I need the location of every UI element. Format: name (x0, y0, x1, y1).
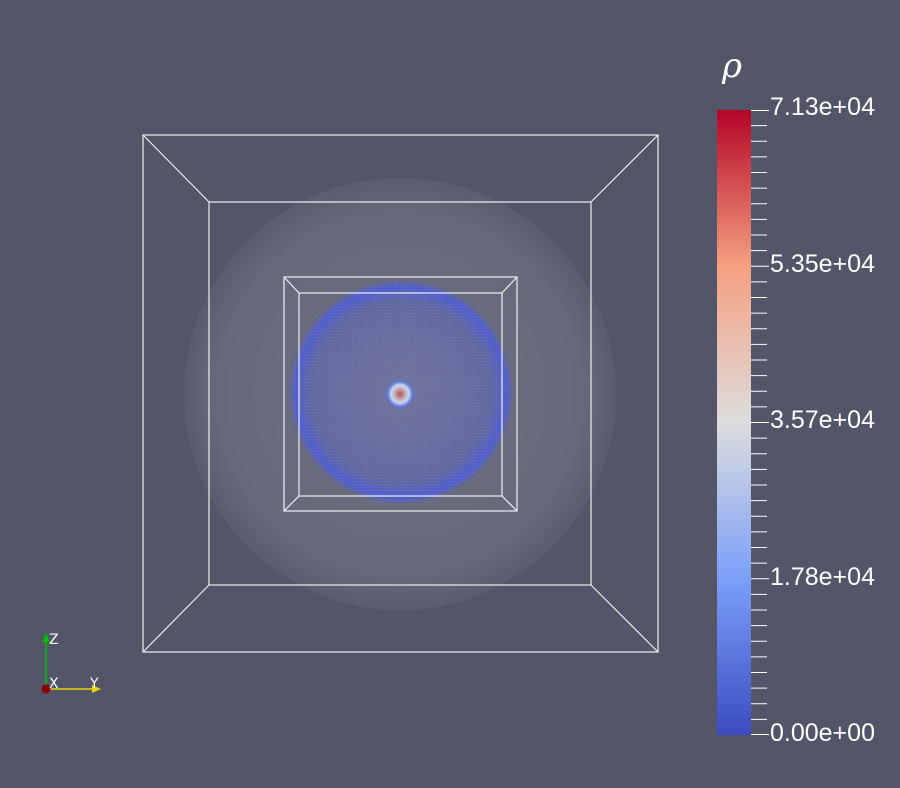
colorbar-label-min: 0.00e+00 (770, 719, 875, 747)
colorbar-label-25: 1.78e+04 (770, 563, 875, 591)
inner-bounding-box (283, 276, 518, 512)
y-axis-arrow (92, 685, 101, 693)
colorbar-ticks (751, 110, 769, 735)
density-core (385, 379, 415, 409)
axis-label-x: X (49, 676, 59, 692)
outer-bounding-box (142, 134, 659, 653)
colorbar-label-75: 5.35e+04 (770, 250, 875, 278)
colorbar-gradient (717, 110, 751, 735)
z-axis-arrow (42, 633, 50, 642)
colorbar-label-max: 7.13e+04 (770, 93, 875, 121)
x-axis-dot (41, 684, 51, 694)
colorbar-label-50: 3.57e+04 (770, 406, 875, 434)
axis-label-z: Z (49, 632, 59, 648)
colorbar-title: ρ (722, 46, 742, 86)
axis-label-y: Y (90, 676, 99, 692)
orientation-axes[interactable] (41, 633, 102, 694)
